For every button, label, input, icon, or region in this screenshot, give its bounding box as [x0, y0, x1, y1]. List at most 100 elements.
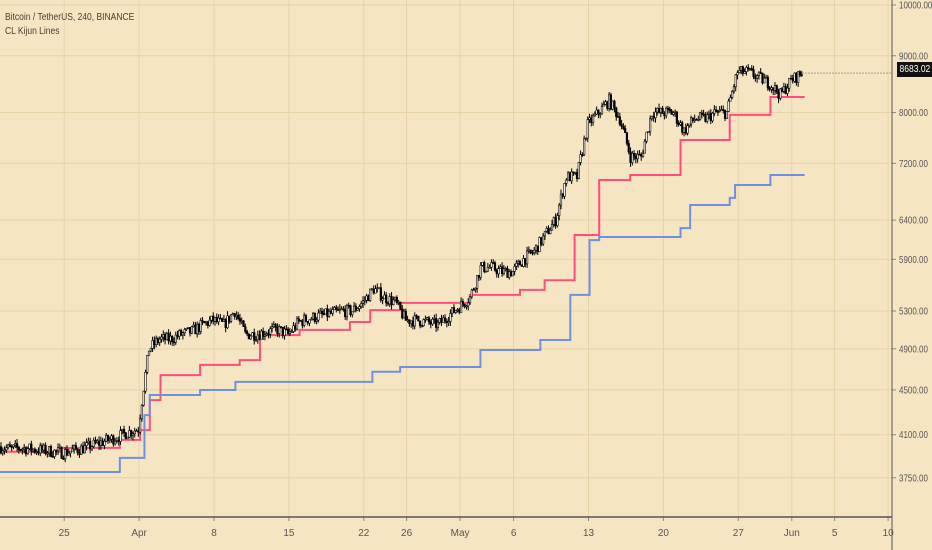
candle [620, 123, 623, 127]
candle [718, 110, 721, 112]
candle [183, 329, 186, 334]
candle [672, 112, 675, 115]
candle [404, 310, 407, 321]
candle [196, 324, 199, 335]
candle [533, 249, 536, 254]
candle [363, 299, 366, 302]
candle [550, 224, 554, 231]
candle [486, 267, 489, 272]
candle [483, 261, 486, 272]
candle [517, 261, 520, 264]
candle [254, 339, 258, 342]
candle [661, 107, 664, 114]
candle [14, 443, 17, 446]
candle [442, 317, 445, 323]
candle [477, 275, 481, 278]
candle [700, 112, 703, 115]
candle [338, 308, 341, 311]
candle [221, 318, 224, 322]
candle [8, 444, 12, 447]
x-tick-label: 13 [583, 528, 595, 539]
candle [788, 77, 791, 89]
candle [527, 249, 530, 252]
y-tick-label: 3750.00 [899, 472, 928, 483]
candle [276, 327, 279, 334]
candle [401, 308, 404, 319]
y-tick-label: 8000.00 [899, 107, 928, 118]
candle [615, 107, 618, 117]
candle [217, 317, 220, 323]
candle [752, 69, 755, 77]
candle [237, 314, 240, 319]
candle [789, 77, 793, 80]
candle [565, 179, 568, 184]
candle [431, 318, 434, 325]
candle [394, 297, 397, 301]
candle [15, 443, 19, 448]
candle [119, 430, 122, 442]
candle [675, 111, 678, 124]
candle [347, 305, 350, 307]
candle [386, 302, 390, 305]
candle [748, 68, 752, 70]
candle [468, 296, 472, 304]
candle [315, 319, 318, 322]
candle [609, 94, 612, 110]
candle [497, 268, 500, 275]
candle [463, 303, 466, 307]
candle [458, 309, 461, 313]
candle [436, 321, 440, 328]
candle [112, 435, 115, 445]
candle [467, 302, 470, 307]
x-tick-label: Jun [784, 528, 800, 539]
candle [561, 193, 564, 197]
candle [433, 317, 436, 320]
candle [459, 301, 463, 313]
candle [666, 107, 670, 110]
candle [438, 318, 441, 323]
candle [188, 327, 192, 334]
candle [181, 332, 185, 336]
candle [58, 447, 61, 449]
candle [566, 172, 570, 181]
candle [372, 288, 375, 294]
candle [215, 317, 218, 323]
candle [23, 447, 26, 450]
candle [613, 100, 616, 109]
indicator-label[interactable]: CL Kijun Lines [5, 26, 60, 37]
candle [167, 333, 170, 342]
candle [147, 350, 151, 356]
y-tick-label: 4900.00 [899, 344, 928, 355]
candle [743, 71, 746, 74]
candle [413, 315, 416, 327]
candle [385, 294, 388, 304]
candle [540, 237, 543, 245]
candle [81, 445, 85, 454]
candle [472, 289, 475, 291]
candle [374, 288, 377, 294]
candle [0, 446, 3, 454]
candle [238, 318, 242, 322]
x-tick-label: 20 [658, 528, 670, 539]
candle [663, 113, 666, 117]
candle [686, 125, 689, 134]
candle [704, 114, 707, 122]
y-tick-label: 7200.00 [899, 158, 928, 169]
candle [408, 319, 411, 324]
candle [83, 445, 86, 454]
candle [772, 87, 775, 91]
candle [732, 86, 736, 92]
x-tick-label: 26 [401, 528, 413, 539]
candle [39, 445, 42, 454]
candle [69, 450, 72, 454]
candle [575, 172, 579, 179]
candle [247, 333, 250, 340]
candle [1, 450, 4, 454]
candle [101, 440, 104, 446]
candle [210, 315, 213, 321]
candle [155, 338, 158, 346]
candle [122, 428, 126, 434]
candle [233, 313, 236, 317]
candle [319, 310, 322, 314]
